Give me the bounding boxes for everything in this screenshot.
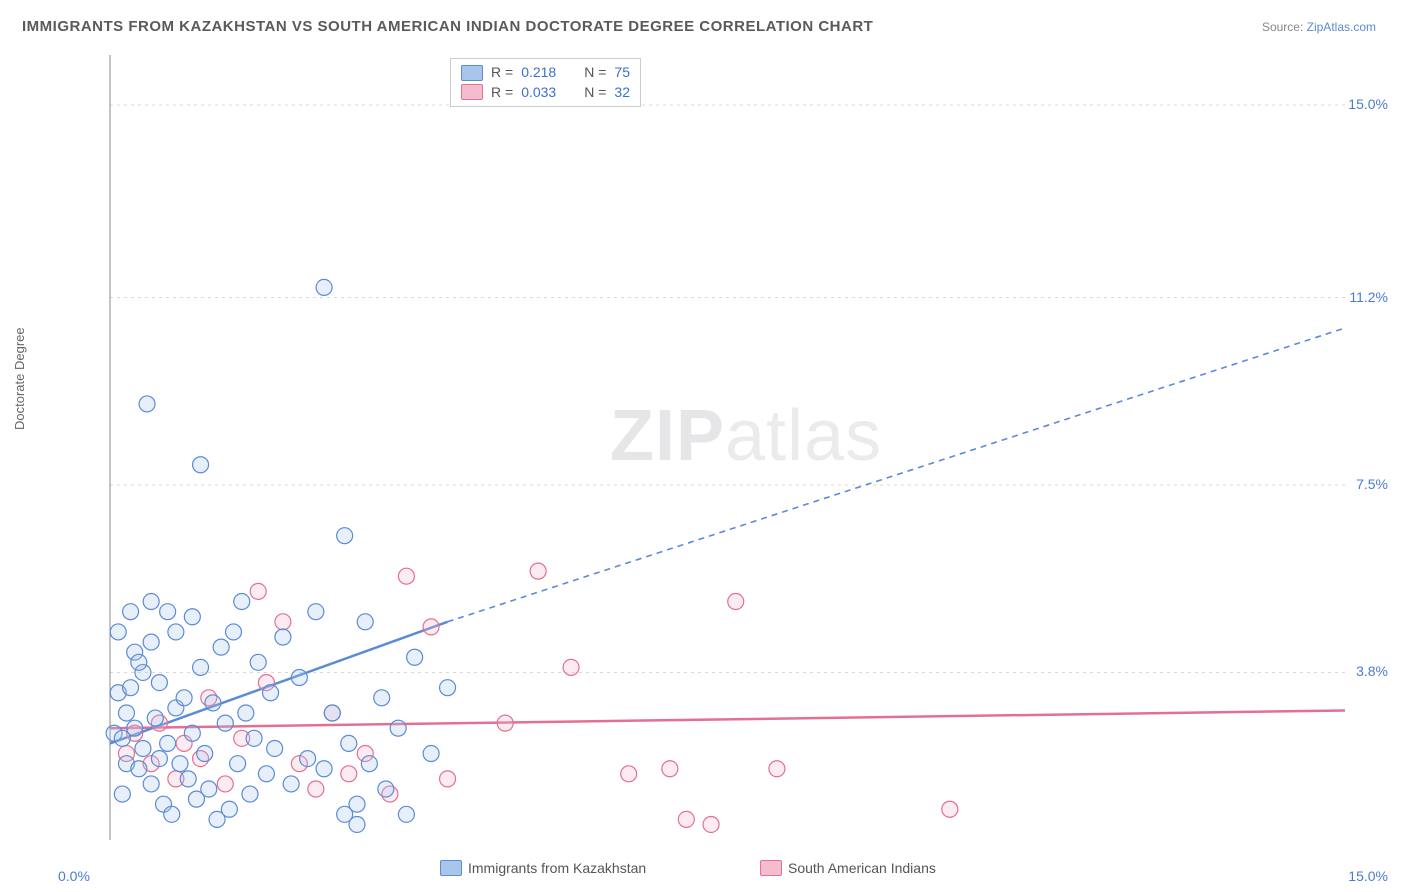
legend-row: R = 0.218 N = 75: [461, 63, 630, 83]
source-link[interactable]: ZipAtlas.com: [1307, 20, 1376, 34]
y-tick-label: 11.2%: [1349, 289, 1388, 305]
swatch-icon: [461, 84, 483, 100]
n-value: 75: [614, 63, 630, 83]
n-label: N =: [584, 63, 606, 83]
r-label: R =: [491, 83, 513, 103]
series-label: South American Indians: [788, 860, 936, 876]
swatch-kz-icon: [440, 860, 462, 876]
legend-row: R = 0.033 N = 32: [461, 83, 630, 103]
source-attribution: Source: ZipAtlas.com: [1262, 20, 1376, 34]
series-legend-1: Immigrants from Kazakhstan: [440, 860, 646, 876]
y-tick-label: 3.8%: [1356, 663, 1388, 679]
swatch-sai-icon: [760, 860, 782, 876]
n-label: N =: [584, 83, 606, 103]
r-label: R =: [491, 63, 513, 83]
x-min-label: 0.0%: [58, 868, 90, 884]
x-max-label: 15.0%: [1348, 868, 1388, 884]
r-value: 0.218: [521, 63, 556, 83]
chart-title: IMMIGRANTS FROM KAZAKHSTAN VS SOUTH AMER…: [22, 18, 873, 35]
swatch-icon: [461, 65, 483, 81]
n-value: 32: [614, 83, 630, 103]
y-tick-label: 15.0%: [1348, 96, 1388, 112]
source-prefix: Source:: [1262, 20, 1307, 34]
r-value: 0.033: [521, 83, 556, 103]
correlation-legend: R = 0.218 N = 75 R = 0.033 N = 32: [450, 58, 641, 107]
y-tick-label: 7.5%: [1356, 476, 1388, 492]
scatter-chart-svg: [50, 50, 1360, 840]
y-axis-label: Doctorate Degree: [12, 327, 27, 430]
chart-area: [50, 50, 1360, 840]
series-label: Immigrants from Kazakhstan: [468, 860, 646, 876]
series-legend-2: South American Indians: [760, 860, 936, 876]
